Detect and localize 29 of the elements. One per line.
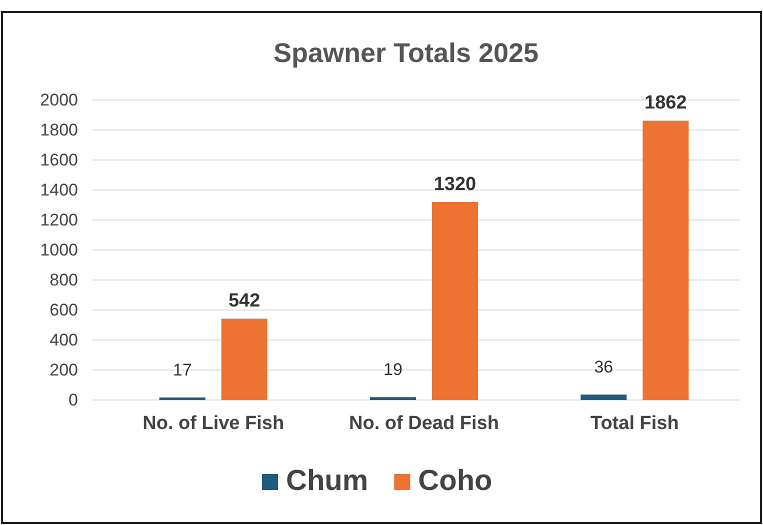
y-tick-label: 0 <box>68 390 78 410</box>
chart-title: Spawner Totals 2025 <box>273 38 539 68</box>
y-tick-label: 2000 <box>40 90 78 110</box>
bar <box>221 318 268 400</box>
x-tick-label: No. of Live Fish <box>142 413 284 434</box>
bar <box>159 397 206 400</box>
y-tick-label: 1200 <box>40 210 78 230</box>
y-tick-label: 1000 <box>40 240 78 260</box>
y-tick-label: 800 <box>50 270 78 290</box>
legend-label: Coho <box>418 465 492 497</box>
data-label: 17 <box>172 360 192 380</box>
y-tick-label: 200 <box>50 360 78 380</box>
legend-label: Chum <box>286 465 368 497</box>
y-tick-label: 1600 <box>40 150 78 170</box>
data-label: 36 <box>594 358 614 377</box>
data-label: 19 <box>384 360 402 380</box>
y-tick-label: 1400 <box>40 180 78 200</box>
data-label: 542 <box>228 290 260 312</box>
x-tick-label: Total Fish <box>590 413 679 434</box>
y-tick-label: 1800 <box>40 120 78 140</box>
y-tick-label: 400 <box>50 330 78 350</box>
bar <box>580 394 627 400</box>
data-label: 1862 <box>644 92 687 114</box>
y-tick-label: 600 <box>50 300 78 320</box>
x-tick-label: No. of Dead Fish <box>349 413 499 434</box>
bar <box>432 202 478 400</box>
bar <box>642 120 689 400</box>
bar <box>370 397 416 400</box>
data-label: 1320 <box>434 174 476 195</box>
